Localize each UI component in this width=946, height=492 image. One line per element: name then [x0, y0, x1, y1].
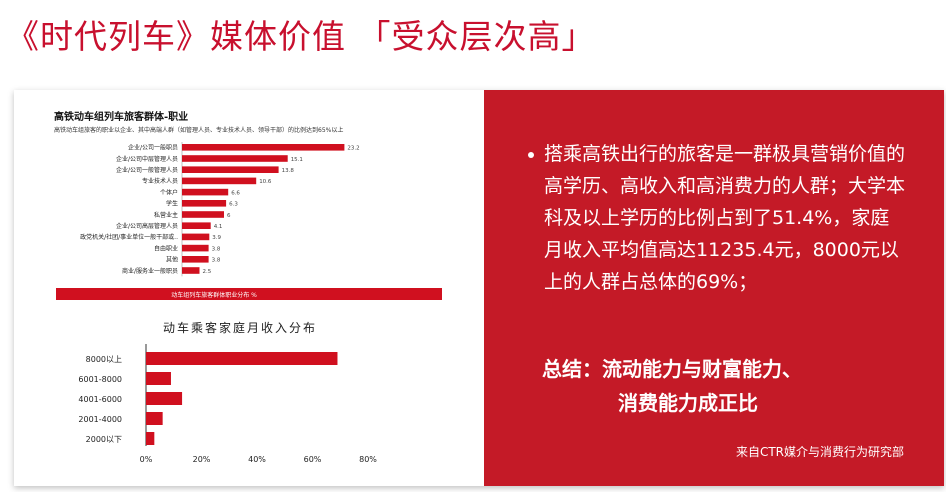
income-bar	[146, 412, 163, 425]
occupation-category-label: 专业技术人员	[142, 177, 178, 185]
insight-text: 搭乘高铁出行的旅客是一群极具营销价值的高学历、高收入和高消费力的人群；大学本科及…	[544, 143, 906, 293]
occupation-value-label: 3.8	[212, 258, 221, 264]
occupation-bar	[182, 211, 224, 218]
occupation-chart-subtitle: 高铁动车组旅客的职业以企业、其中高端人群（如管理人员、专业技术人员、领导干部）的…	[54, 126, 343, 134]
occupation-category-label: 商业/服务业一般职员	[122, 267, 178, 275]
occupation-category-label: 私营业主	[154, 211, 178, 219]
occupation-bar	[182, 166, 279, 173]
occupation-category-label: 自由职业	[154, 244, 178, 252]
occupation-bar	[182, 267, 200, 274]
occupation-value-label: 3.9	[212, 235, 221, 241]
occupation-value-label: 23.2	[347, 146, 359, 152]
occupation-category-label: 学生	[166, 200, 178, 208]
occupation-category-label: 个体户	[160, 188, 178, 196]
occupation-bar	[182, 155, 288, 162]
occupation-bar	[182, 200, 227, 207]
income-x-tick-label: 60%	[304, 455, 322, 464]
occupation-value-label: 6	[227, 213, 231, 219]
occupation-value-label: 6.6	[231, 190, 240, 196]
occupation-chart-footer-band	[56, 288, 442, 300]
income-category-label: 4001-6000	[78, 395, 122, 404]
summary: 总结：流动能力与财富能力、 消费能力成正比	[542, 352, 902, 420]
occupation-bar	[182, 222, 211, 229]
income-category-label: 2001-4000	[78, 415, 122, 424]
source-note: 来自CTR媒介与消费行为研究部	[735, 445, 904, 459]
occupation-bar	[182, 144, 345, 151]
occupation-bar	[182, 233, 210, 241]
occupation-chart-title: 高铁动车组列车旅客群体-职业	[54, 110, 188, 123]
occupation-value-label: 3.8	[212, 246, 221, 252]
income-category-label: 2000以下	[86, 435, 122, 444]
income-bar	[146, 392, 183, 405]
occupation-bar	[182, 256, 209, 263]
summary-line-2: 消费能力成正比	[618, 391, 758, 415]
income-bar	[146, 352, 338, 365]
occupation-value-label: 13.8	[282, 168, 295, 174]
income-category-label: 8000以上	[86, 355, 122, 364]
insight-bullet: 搭乘高铁出行的旅客是一群极具营销价值的高学历、高收入和高消费力的人群；大学本科及…	[528, 138, 908, 298]
occupation-category-label: 政党机关/社团/事业单位一般干部或..	[80, 233, 178, 241]
occupation-chart-footer: 动车组列车旅客群体职业分布 %	[171, 291, 257, 299]
occupation-category-label: 企业/公司高层管理人员	[116, 222, 178, 230]
occupation-value-label: 10.6	[259, 179, 272, 185]
occupation-category-label: 其他	[166, 256, 178, 264]
income-x-tick-label: 0%	[140, 455, 153, 464]
income-x-tick-label: 80%	[359, 455, 377, 464]
income-chart: 动车乘客家庭月收入分布 8000以上 6001-8000 4001-6000 2001…	[78, 320, 377, 464]
occupation-chart: 高铁动车组列车旅客群体-职业 高铁动车组旅客的职业以企业、其中高端人群（如管理人…	[54, 110, 442, 300]
bullet-icon	[528, 152, 534, 158]
page-title: 《时代列车》媒体价值 「受众层次高」	[6, 17, 596, 56]
income-x-tick-label: 20%	[193, 455, 211, 464]
occupation-category-label: 企业/公司一般管理人员	[116, 166, 178, 174]
occupation-value-label: 2.5	[203, 269, 212, 275]
summary-line-1: 总结：流动能力与财富能力、	[542, 357, 802, 381]
occupation-bar	[182, 188, 229, 196]
occupation-category-label: 企业/公司一般职员	[128, 144, 178, 152]
income-category-label: 6001-8000	[78, 375, 122, 384]
occupation-value-label: 6.3	[229, 202, 238, 208]
income-bar	[146, 372, 171, 385]
income-bar	[146, 432, 155, 445]
income-chart-title: 动车乘客家庭月收入分布	[163, 320, 317, 335]
occupation-category-label: 企业/公司中层管理人员	[116, 155, 178, 163]
occupation-bar	[182, 244, 209, 252]
occupation-value-label: 4.1	[214, 224, 223, 230]
charts-panel: 高铁动车组列车旅客群体-职业 高铁动车组旅客的职业以企业、其中高端人群（如管理人…	[14, 90, 484, 486]
income-x-tick-label: 40%	[248, 455, 266, 464]
occupation-value-label: 15.1	[291, 157, 303, 163]
occupation-bar	[182, 177, 257, 185]
insight-panel: 搭乘高铁出行的旅客是一群极具营销价值的高学历、高收入和高消费力的人群；大学本科及…	[484, 90, 944, 486]
